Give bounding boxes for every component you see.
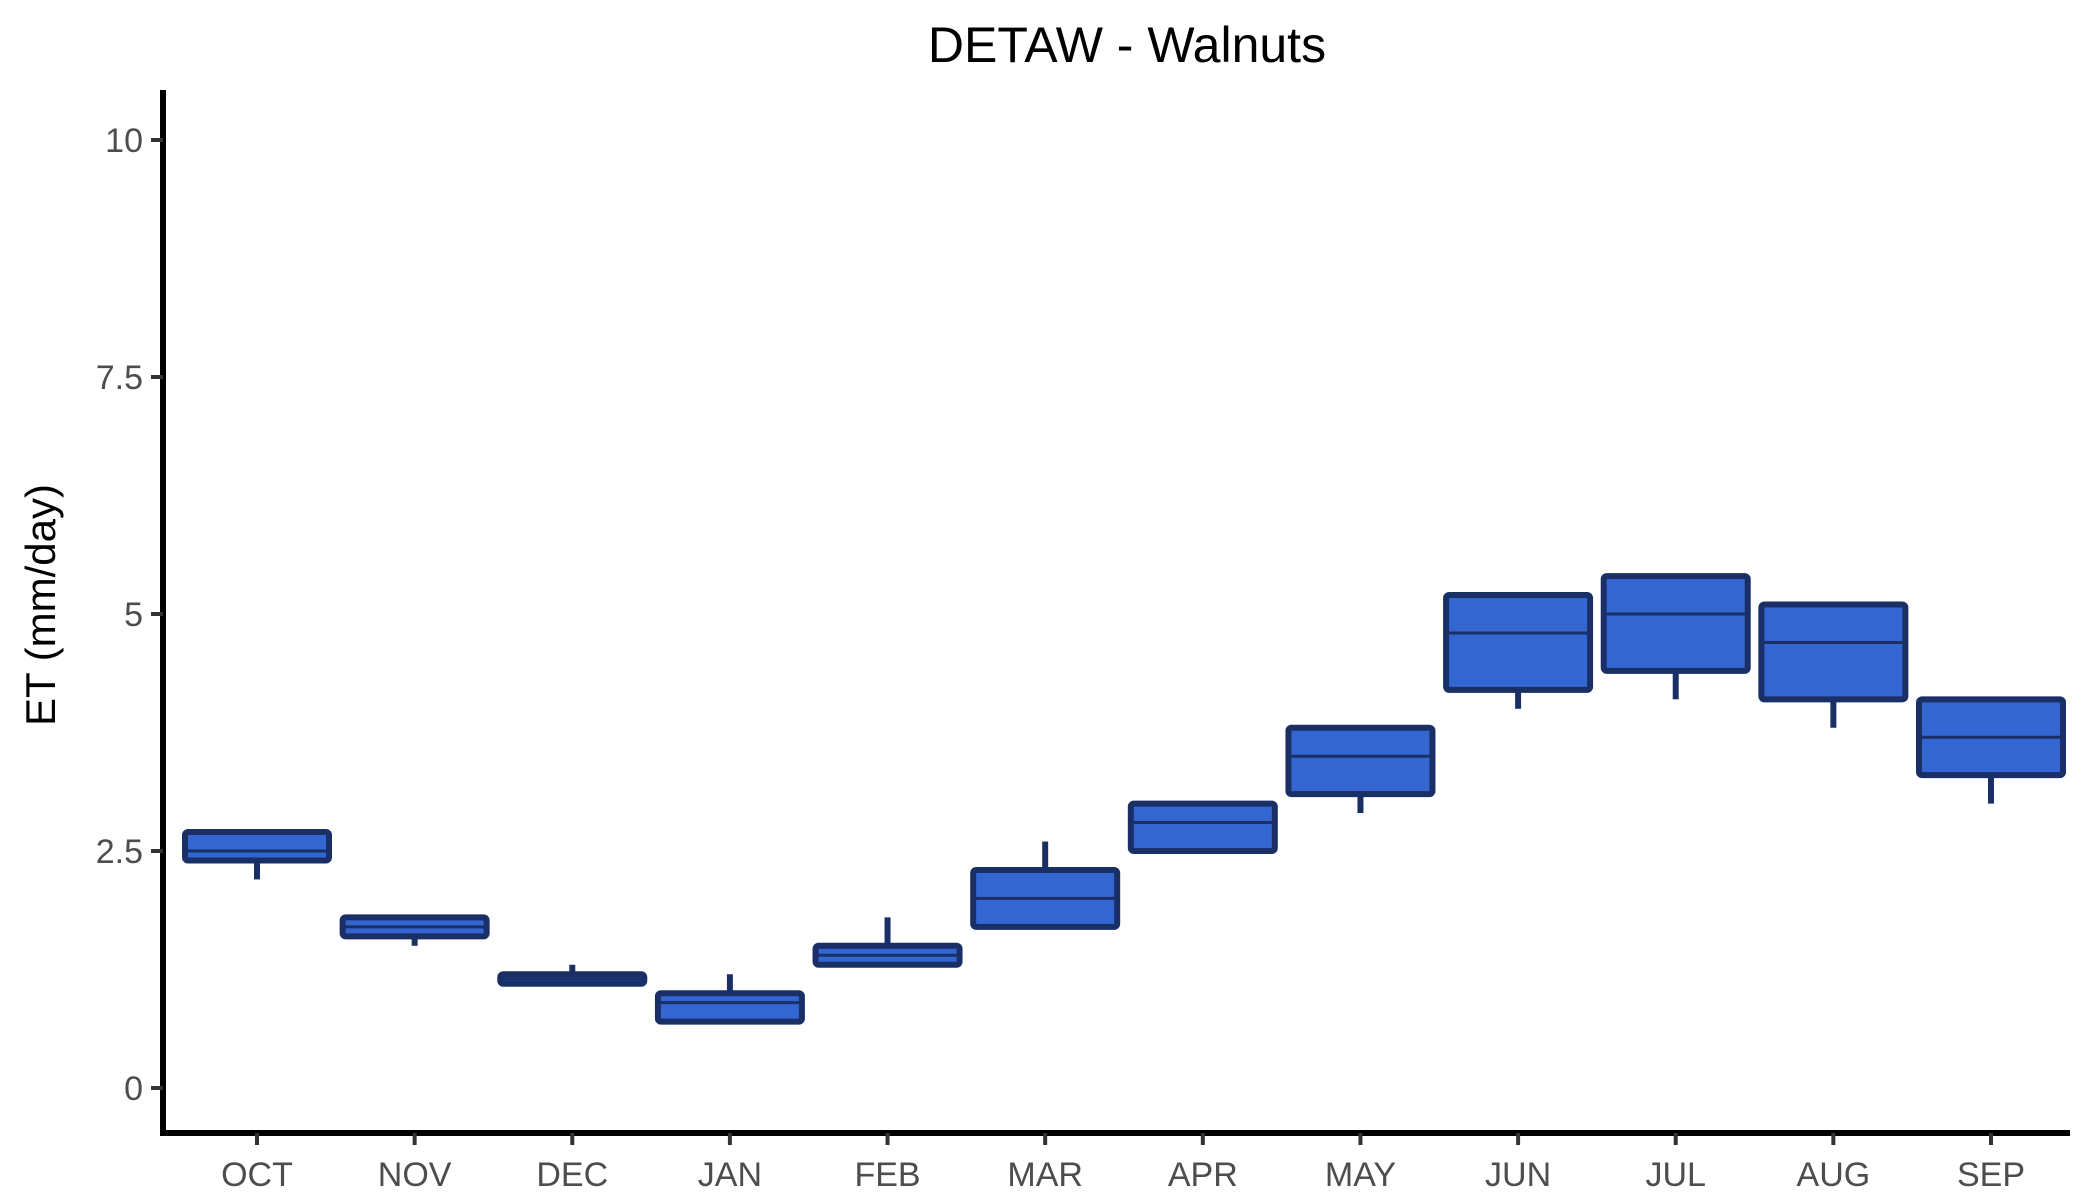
box-iqr (182, 829, 332, 864)
x-tick-label: AUG (1797, 1156, 1871, 1194)
box-iqr (1285, 724, 1436, 798)
x-tick-label: JAN (698, 1156, 762, 1194)
plot-area (182, 573, 2066, 1025)
box-iqr (1443, 592, 1594, 693)
chart-title: DETAW - Walnuts (928, 17, 1326, 73)
x-tick-label: OCT (221, 1156, 293, 1194)
x-axis-ticks: OCT NOV DEC JAN FEB MAR APR MAY JUN JUL AUG SEP (221, 1133, 2025, 1194)
box-feb (812, 917, 963, 968)
box-apr (1127, 800, 1278, 854)
box-oct (182, 829, 332, 880)
y-tick-label: 0 (124, 1070, 143, 1108)
box-jul (1600, 573, 1751, 700)
box-nov (339, 914, 490, 946)
y-axis-title: ET (mm/day) (17, 484, 64, 726)
y-axis-ticks: 0 2.5 5 7.5 10 (96, 122, 163, 1108)
y-tick-label: 2.5 (96, 833, 143, 871)
y-tick-label: 10 (105, 122, 143, 160)
x-tick-label: JUL (1645, 1156, 1705, 1194)
box-may (1285, 724, 1436, 814)
box-mar (970, 841, 1121, 930)
x-tick-label: DEC (536, 1156, 608, 1194)
x-tick-label: SEP (1957, 1156, 2025, 1194)
box-sep (1916, 696, 2066, 804)
x-tick-label: NOV (378, 1156, 452, 1194)
y-tick-label: 5 (124, 596, 143, 634)
box-iqr (1600, 573, 1751, 674)
x-tick-label: MAY (1325, 1156, 1396, 1194)
x-tick-label: MAR (1007, 1156, 1083, 1194)
x-tick-label: FEB (854, 1156, 920, 1194)
box-jun (1443, 592, 1594, 709)
x-tick-label: JUN (1485, 1156, 1551, 1194)
box-iqr (1127, 800, 1278, 854)
x-tick-label: APR (1168, 1156, 1238, 1194)
box-dec (497, 964, 648, 987)
box-iqr (1758, 601, 1909, 703)
box-jan (654, 974, 805, 1025)
y-tick-label: 7.5 (96, 359, 143, 397)
box-iqr (654, 990, 805, 1025)
box-aug (1758, 601, 1909, 728)
